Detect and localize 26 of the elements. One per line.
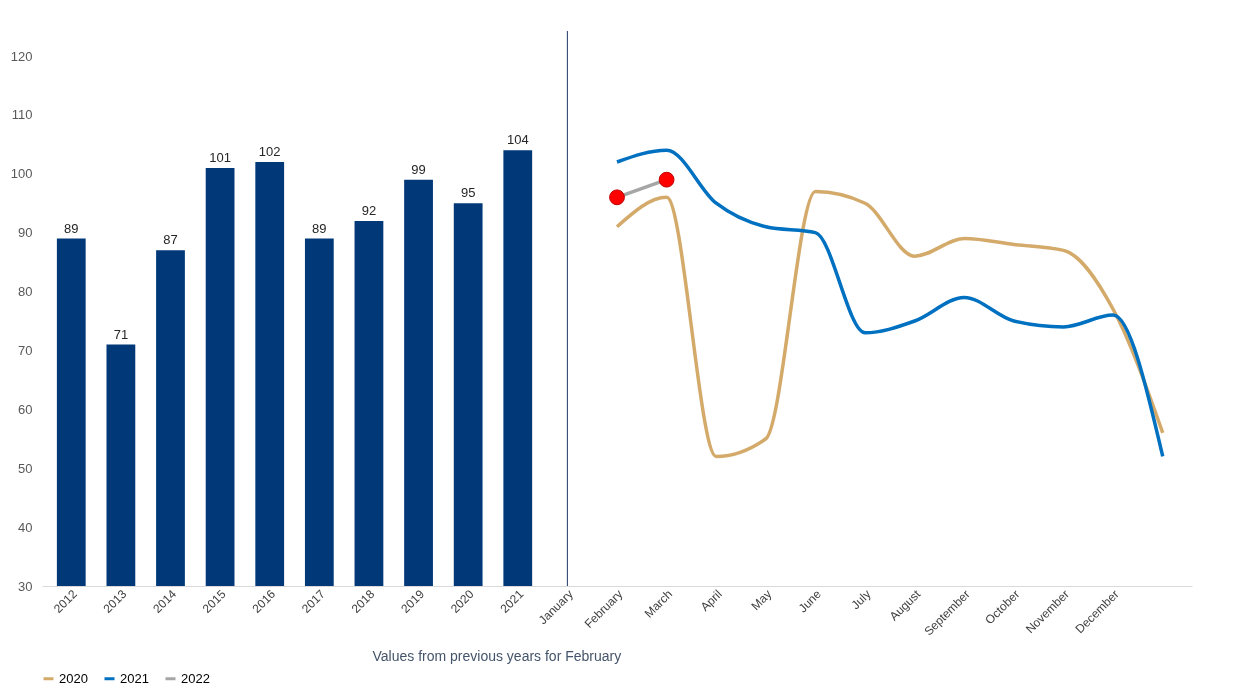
data-label: 89: [312, 220, 327, 236]
x-axis-title: Values from previous years for February: [372, 647, 622, 664]
y-tick-label: 110: [11, 107, 33, 123]
legend-label: 2021: [120, 670, 149, 686]
legend-label: 2022: [181, 670, 210, 686]
y-tick-label: 30: [18, 578, 33, 594]
y-tick-label: 70: [18, 342, 33, 358]
x-tick-label: May: [748, 587, 775, 614]
y-tick-label: 60: [18, 401, 33, 417]
y-tick-label: 80: [18, 284, 33, 300]
y-tick-label: 50: [18, 460, 33, 476]
data-label: 101: [209, 149, 231, 165]
y-tick-label: 90: [18, 225, 33, 241]
data-label: 95: [460, 185, 476, 201]
y-tick-label: 100: [10, 166, 33, 182]
data-label: 102: [258, 144, 281, 159]
data-label: 89: [64, 220, 79, 236]
x-tick-label: July: [848, 587, 874, 613]
data-label: 104: [506, 132, 529, 148]
y-tick-label: 40: [18, 519, 33, 535]
legend-label: 2020: [59, 670, 88, 686]
data-label: 92: [361, 202, 377, 218]
data-label: 99: [411, 161, 426, 177]
data-label: 87: [163, 232, 178, 248]
y-tick-label: 120: [10, 48, 33, 64]
data-label: 71: [113, 326, 129, 342]
